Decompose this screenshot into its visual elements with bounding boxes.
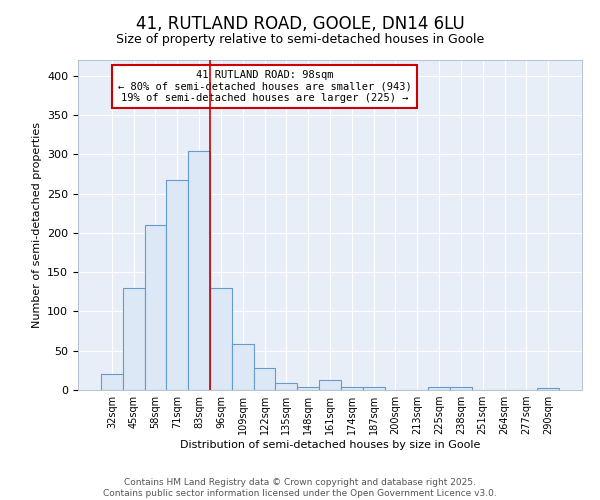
Bar [166, 180, 188, 390]
Bar [341, 387, 363, 390]
Bar [188, 151, 210, 390]
Bar [275, 383, 297, 390]
Bar [450, 387, 472, 390]
Bar [537, 388, 559, 390]
Bar [210, 288, 232, 390]
Bar [297, 387, 319, 390]
Bar [428, 387, 450, 390]
Bar [145, 225, 166, 390]
X-axis label: Distribution of semi-detached houses by size in Goole: Distribution of semi-detached houses by … [180, 440, 480, 450]
Bar [254, 368, 275, 390]
Bar [319, 380, 341, 390]
Text: 41 RUTLAND ROAD: 98sqm
← 80% of semi-detached houses are smaller (943)
19% of se: 41 RUTLAND ROAD: 98sqm ← 80% of semi-det… [118, 70, 412, 103]
Y-axis label: Number of semi-detached properties: Number of semi-detached properties [32, 122, 41, 328]
Text: Contains HM Land Registry data © Crown copyright and database right 2025.
Contai: Contains HM Land Registry data © Crown c… [103, 478, 497, 498]
Text: 41, RUTLAND ROAD, GOOLE, DN14 6LU: 41, RUTLAND ROAD, GOOLE, DN14 6LU [136, 15, 464, 33]
Bar [123, 288, 145, 390]
Text: Size of property relative to semi-detached houses in Goole: Size of property relative to semi-detach… [116, 32, 484, 46]
Bar [101, 374, 123, 390]
Bar [232, 344, 254, 390]
Bar [363, 387, 385, 390]
